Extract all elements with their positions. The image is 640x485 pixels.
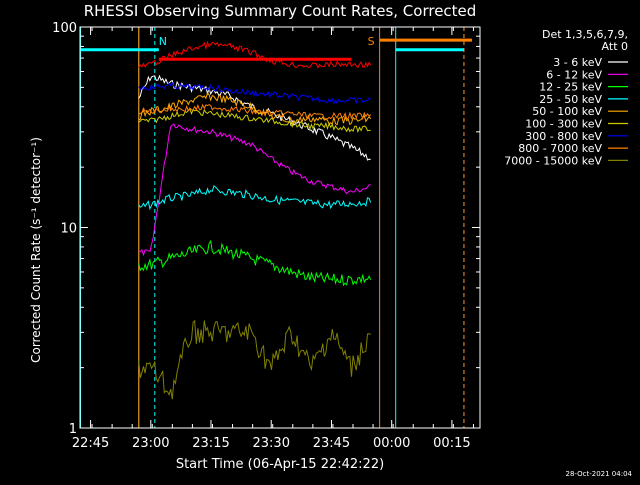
series-line-4 — [138, 185, 372, 211]
legend-entry-label: 6 - 12 keV — [546, 68, 602, 81]
y-tick-label: 100 — [52, 21, 77, 36]
legend-entry-label: 7000 - 15000 keV — [504, 154, 602, 167]
legend-entry-label: 800 - 7000 keV — [518, 142, 602, 155]
chart-title: RHESSI Observing Summary Count Rates, Co… — [84, 2, 477, 20]
legend-entry-label: 100 - 300 keV — [525, 118, 602, 131]
y-tick-label: 1 — [69, 422, 77, 437]
x-tick-label: 23:45 — [313, 436, 350, 451]
x-axis-label: Start Time (06-Apr-15 22:42:22) — [176, 457, 384, 472]
legend-entry-label: 3 - 6 keV — [553, 56, 602, 69]
x-tick-label: 00:15 — [433, 436, 470, 451]
y-axis-label: Corrected Count Rate (s⁻¹ detector⁻¹) — [29, 137, 43, 363]
axes: 22:45 23:00 23:15 23:30 23:45 00:00 00:15 1 10 10… — [52, 21, 481, 451]
series-line-2 — [138, 123, 371, 257]
marker-label: S — [368, 35, 375, 48]
x-tick-label: 23:30 — [253, 436, 290, 451]
extra-series-line-1 — [138, 40, 372, 69]
legend-entry-label: 300 - 800 keV — [525, 130, 602, 143]
x-tick-label: 23:00 — [132, 436, 169, 451]
series-line-8 — [138, 103, 372, 120]
legend-header: Att 0 — [602, 40, 628, 53]
legend-entry-label: 25 - 50 keV — [539, 93, 602, 106]
x-tick-label: 00:00 — [373, 436, 410, 451]
plot-area — [80, 27, 472, 428]
legend-entry-label: 50 - 100 keV — [532, 105, 602, 118]
series-line-9 — [138, 319, 371, 400]
footer-date: 28-Oct-2021 04:04 — [566, 470, 633, 478]
x-tick-label: 22:45 — [72, 436, 109, 451]
legend-entry-label: 12 - 25 keV — [539, 81, 602, 94]
legend-header: Det 1,3,5,6,7,9, — [542, 28, 628, 41]
y-tick-label: 10 — [60, 222, 77, 237]
series-line-6 — [138, 108, 371, 134]
series-line-7 — [138, 81, 371, 105]
marker-label: N — [159, 35, 167, 48]
series-line-3 — [138, 239, 372, 287]
x-tick-label: 23:15 — [192, 436, 229, 451]
